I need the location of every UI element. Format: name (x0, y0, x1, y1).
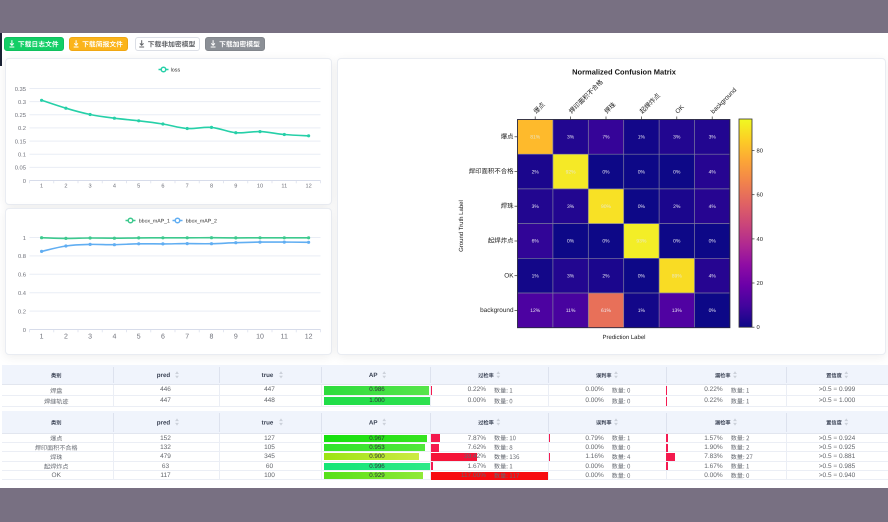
svg-text:8: 8 (209, 334, 213, 341)
svg-text:7%: 7% (602, 134, 610, 140)
svg-text:0%: 0% (638, 273, 646, 279)
svg-text:3: 3 (88, 183, 91, 189)
svg-text:11: 11 (280, 334, 287, 341)
svg-text:4: 4 (112, 334, 116, 341)
svg-text:0%: 0% (567, 238, 575, 244)
svg-text:bbox_mAP_2: bbox_mAP_2 (185, 219, 216, 225)
svg-text:3%: 3% (567, 134, 575, 140)
svg-text:13%: 13% (672, 308, 683, 314)
svg-text:93%: 93% (636, 238, 647, 244)
svg-text:12: 12 (304, 334, 312, 341)
svg-text:loss: loss (170, 67, 180, 73)
svg-text:0%: 0% (602, 238, 610, 244)
svg-text:3: 3 (88, 334, 92, 341)
svg-text:12%: 12% (530, 308, 541, 314)
svg-text:8: 8 (209, 183, 212, 189)
svg-text:0.35: 0.35 (14, 85, 25, 92)
svg-text:7: 7 (185, 183, 188, 189)
svg-text:2%: 2% (532, 169, 540, 175)
svg-text:11: 11 (281, 183, 287, 189)
svg-text:1: 1 (22, 236, 25, 242)
svg-text:0%: 0% (673, 238, 681, 244)
svg-text:7: 7 (185, 334, 189, 341)
svg-text:4: 4 (112, 183, 115, 189)
svg-text:1%: 1% (638, 308, 646, 314)
svg-text:1: 1 (40, 183, 43, 189)
svg-text:1: 1 (39, 334, 43, 341)
svg-text:0.2: 0.2 (17, 308, 25, 315)
svg-text:3%: 3% (532, 203, 540, 209)
svg-text:5: 5 (136, 334, 140, 341)
svg-text:12: 12 (305, 183, 311, 189)
svg-text:6: 6 (161, 183, 164, 189)
svg-text:4%: 4% (709, 273, 717, 279)
svg-text:2%: 2% (602, 273, 610, 279)
svg-text:81%: 81% (530, 134, 541, 140)
svg-text:0.15: 0.15 (14, 138, 25, 145)
svg-text:3%: 3% (673, 134, 681, 140)
svg-text:2: 2 (63, 334, 67, 341)
svg-text:61%: 61% (601, 308, 612, 314)
svg-text:0%: 0% (638, 169, 646, 175)
svg-text:3%: 3% (567, 273, 575, 279)
svg-text:5: 5 (137, 183, 140, 189)
svg-text:10: 10 (256, 334, 264, 341)
svg-text:89%: 89% (672, 273, 683, 279)
svg-text:6%: 6% (532, 238, 540, 244)
svg-text:bbox_mAP_1: bbox_mAP_1 (138, 219, 169, 225)
svg-text:0.3: 0.3 (17, 98, 25, 105)
svg-text:Normalized Confusion Matrix: Normalized Confusion Matrix (572, 67, 677, 76)
svg-text:0%: 0% (709, 308, 717, 314)
svg-text:0: 0 (22, 177, 25, 184)
svg-text:0.6: 0.6 (17, 272, 25, 279)
svg-text:92%: 92% (566, 169, 577, 175)
svg-text:1%: 1% (532, 273, 540, 279)
svg-text:90%: 90% (601, 203, 612, 209)
svg-text:0.4: 0.4 (17, 290, 26, 297)
svg-text:2: 2 (64, 183, 67, 189)
svg-text:4%: 4% (709, 203, 717, 209)
svg-text:9: 9 (234, 183, 237, 189)
svg-text:6: 6 (160, 334, 164, 341)
svg-text:11%: 11% (566, 308, 576, 314)
svg-text:0.25: 0.25 (14, 112, 25, 119)
svg-text:0.05: 0.05 (14, 164, 25, 171)
svg-text:0%: 0% (709, 238, 717, 244)
svg-text:0.2: 0.2 (17, 125, 25, 132)
svg-text:0: 0 (22, 327, 25, 334)
svg-text:0.1: 0.1 (17, 151, 25, 158)
svg-text:3%: 3% (709, 134, 717, 140)
svg-text:2%: 2% (673, 203, 681, 209)
svg-text:0%: 0% (602, 169, 610, 175)
svg-text:1%: 1% (638, 134, 646, 140)
svg-text:0.8: 0.8 (17, 253, 25, 260)
svg-text:9: 9 (233, 334, 237, 341)
svg-text:0%: 0% (673, 169, 681, 175)
svg-text:3%: 3% (567, 203, 575, 209)
svg-text:0%: 0% (638, 203, 646, 209)
svg-text:4%: 4% (709, 169, 717, 175)
svg-text:10: 10 (256, 183, 262, 189)
